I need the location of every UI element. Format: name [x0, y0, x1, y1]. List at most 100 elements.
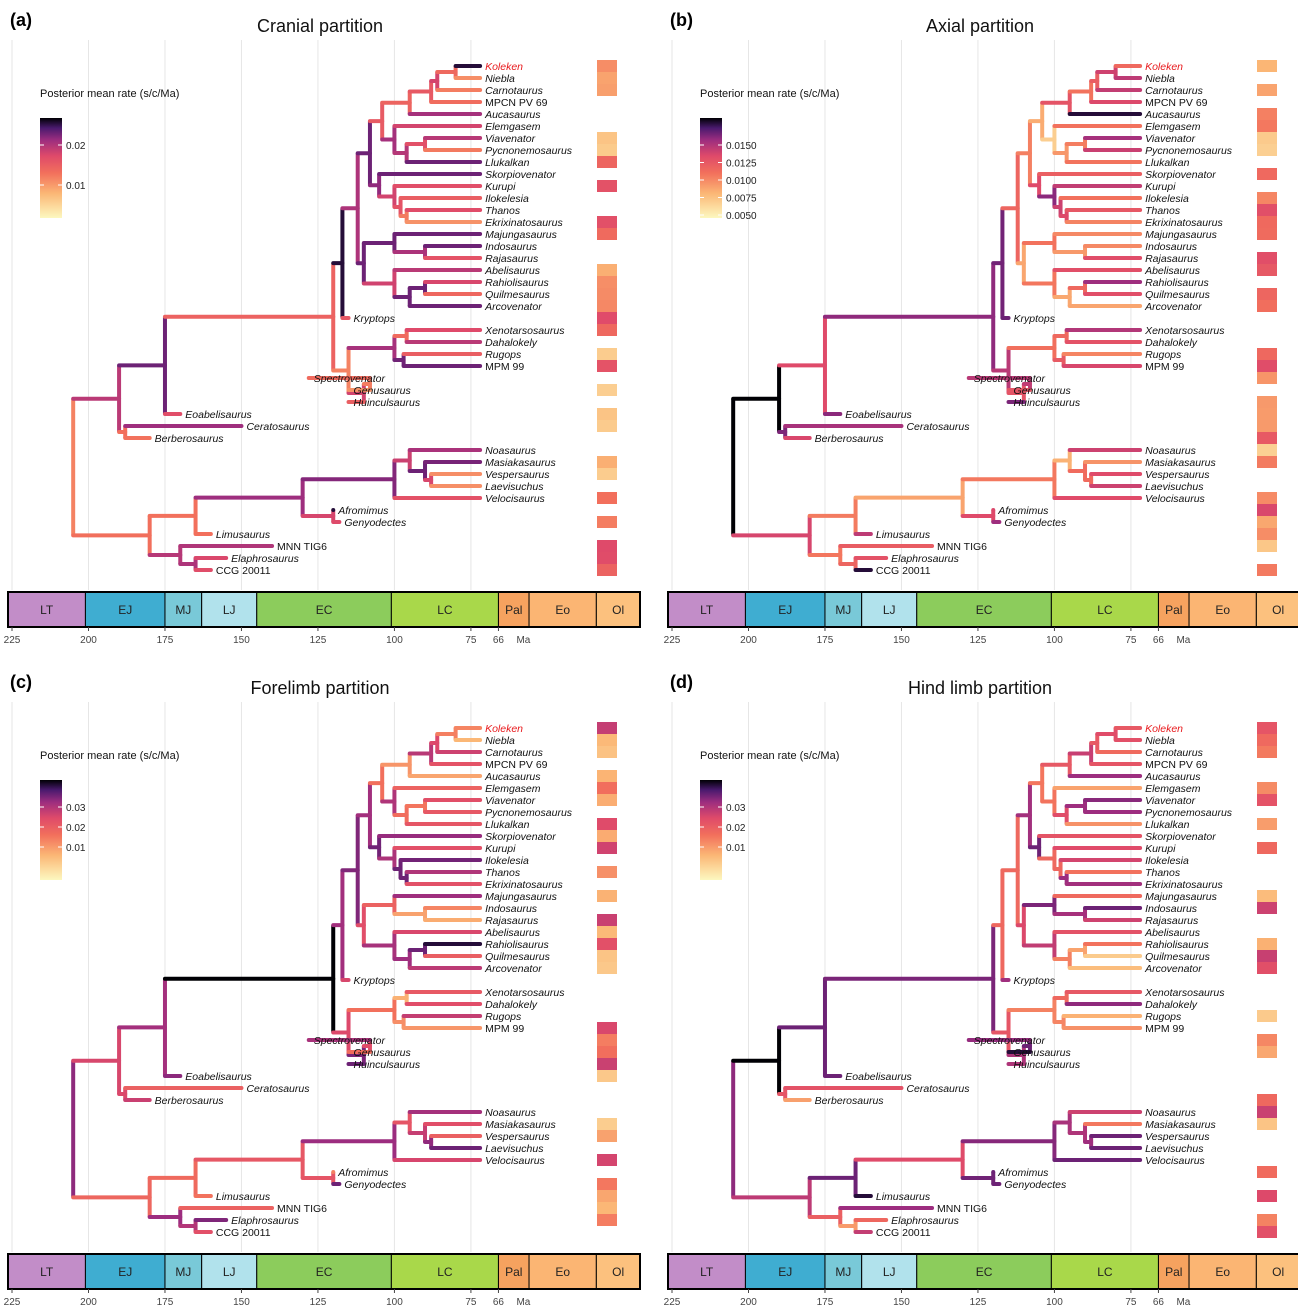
taxon-label: Koleken — [485, 61, 523, 73]
taxon-label: Elaphrosaurus — [231, 1215, 299, 1227]
rate-square — [597, 276, 617, 288]
rate-square — [1257, 890, 1277, 902]
period-pal — [497, 591, 530, 628]
legend-tick-label: 0.03 — [726, 803, 746, 814]
taxon-label: Limusaurus — [216, 1191, 271, 1203]
rate-square — [1257, 360, 1277, 372]
rate-square — [597, 1046, 617, 1058]
time-tick-label: 150 — [233, 1297, 250, 1308]
taxon-label: Arcovenator — [484, 301, 542, 313]
time-tick-label: 200 — [80, 635, 97, 646]
rate-square — [597, 516, 617, 528]
rate-square — [597, 830, 617, 842]
period-mj — [824, 1253, 863, 1290]
taxon-label: Ceratosaurus — [906, 1083, 970, 1095]
rate-square — [1257, 432, 1277, 444]
panel-title: Hind limb partition — [908, 678, 1052, 698]
panel-letter: (c) — [10, 672, 32, 692]
rate-square — [597, 794, 617, 806]
taxon-label: Vespersaurus — [1145, 1131, 1210, 1143]
taxon-label: Majungasaurus — [485, 229, 558, 241]
taxon-label: Berberosaurus — [155, 433, 225, 445]
taxon-label: MPCN PV 69 — [1145, 759, 1208, 771]
rate-square — [1257, 564, 1277, 576]
taxon-label: Quilmesaurus — [1145, 289, 1211, 301]
period-mj — [824, 591, 863, 628]
legend-tick-label: 0.02 — [66, 141, 86, 152]
rate-square — [1257, 1094, 1277, 1106]
rate-square — [1257, 108, 1277, 120]
taxon-label: Elaphrosaurus — [891, 553, 959, 565]
timescale-frame — [7, 1253, 641, 1290]
rate-square — [1257, 818, 1277, 830]
taxon-label: Rajasaurus — [1145, 915, 1199, 927]
period-lj — [201, 1253, 258, 1290]
period-label: EC — [976, 1265, 993, 1279]
taxon-label: Huinculsaurus — [354, 397, 421, 409]
taxon-label: Koleken — [1145, 61, 1183, 73]
rate-square — [597, 492, 617, 504]
legend-tick-label: 0.0075 — [726, 194, 757, 205]
taxon-label: Elemgasem — [485, 783, 541, 795]
rate-square — [1257, 132, 1277, 144]
rate-square — [597, 348, 617, 360]
taxon-label: Afromimus — [997, 505, 1049, 517]
time-tick-label: 75 — [1125, 1297, 1137, 1308]
period-label: LC — [437, 1265, 453, 1279]
rate-square — [1257, 528, 1277, 540]
period-label: LJ — [223, 603, 236, 617]
taxon-label: Elaphrosaurus — [891, 1215, 959, 1227]
taxon-label: MPCN PV 69 — [485, 759, 548, 771]
time-tick-label: 225 — [4, 635, 21, 646]
time-tick-label: 125 — [970, 635, 987, 646]
rate-square — [597, 866, 617, 878]
time-tick-label: 66 — [493, 1297, 505, 1308]
taxon-label: Carnotaurus — [1145, 85, 1204, 97]
rate-square — [597, 722, 617, 734]
taxon-label: Xenotarsosaurus — [1144, 325, 1225, 337]
taxon-label: Skorpiovenator — [1145, 169, 1216, 181]
period-label: LC — [1097, 1265, 1113, 1279]
period-label: Ol — [1272, 1265, 1284, 1279]
taxon-label: Rahiolisaurus — [1145, 939, 1209, 951]
taxon-label: Noasaurus — [485, 1107, 537, 1119]
taxon-label: Viavenator — [485, 133, 536, 145]
rate-square — [597, 360, 617, 372]
taxon-label: Kurupi — [1145, 843, 1176, 855]
legend-tick-label: 0.0150 — [726, 141, 757, 152]
rate-square — [597, 312, 617, 324]
taxon-label: MNN TIG6 — [937, 1203, 987, 1215]
rate-square — [1257, 1166, 1277, 1178]
period-lc — [1050, 1253, 1159, 1290]
taxon-label: Dahalokely — [1145, 999, 1198, 1011]
rate-square — [1257, 540, 1277, 552]
rate-square — [1257, 348, 1277, 360]
taxon-label: Laevisuchus — [1145, 481, 1204, 493]
taxon-label: Thanos — [485, 867, 521, 879]
taxon-label: Eoabelisaurus — [185, 409, 252, 421]
legend-title: Posterior mean rate (s/c/Ma) — [40, 88, 179, 100]
period-label: EJ — [778, 1265, 792, 1279]
period-ol — [595, 591, 641, 628]
taxon-label: Thanos — [1145, 205, 1181, 217]
rate-square — [1257, 204, 1277, 216]
period-label: EJ — [778, 603, 792, 617]
taxon-label: Rahiolisaurus — [1145, 277, 1209, 289]
time-tick-label: 66 — [493, 635, 505, 646]
rate-square — [1257, 84, 1277, 96]
taxon-label: Skorpiovenator — [485, 831, 556, 843]
rate-square — [1257, 120, 1277, 132]
time-tick-label: 225 — [664, 635, 681, 646]
taxon-label: Rugops — [1145, 1011, 1182, 1023]
taxon-label: Arcovenator — [484, 963, 542, 975]
taxon-label: Elemgasem — [1145, 121, 1201, 133]
time-tick-label: 175 — [157, 1297, 174, 1308]
rate-square — [1257, 456, 1277, 468]
rate-square — [597, 72, 617, 84]
taxon-label: Spectrovenator — [974, 373, 1046, 385]
taxon-label: Niebla — [485, 735, 515, 747]
rate-square — [1257, 252, 1277, 264]
period-label: MJ — [835, 1265, 851, 1279]
rate-square — [597, 264, 617, 276]
rate-square — [1257, 1190, 1277, 1202]
